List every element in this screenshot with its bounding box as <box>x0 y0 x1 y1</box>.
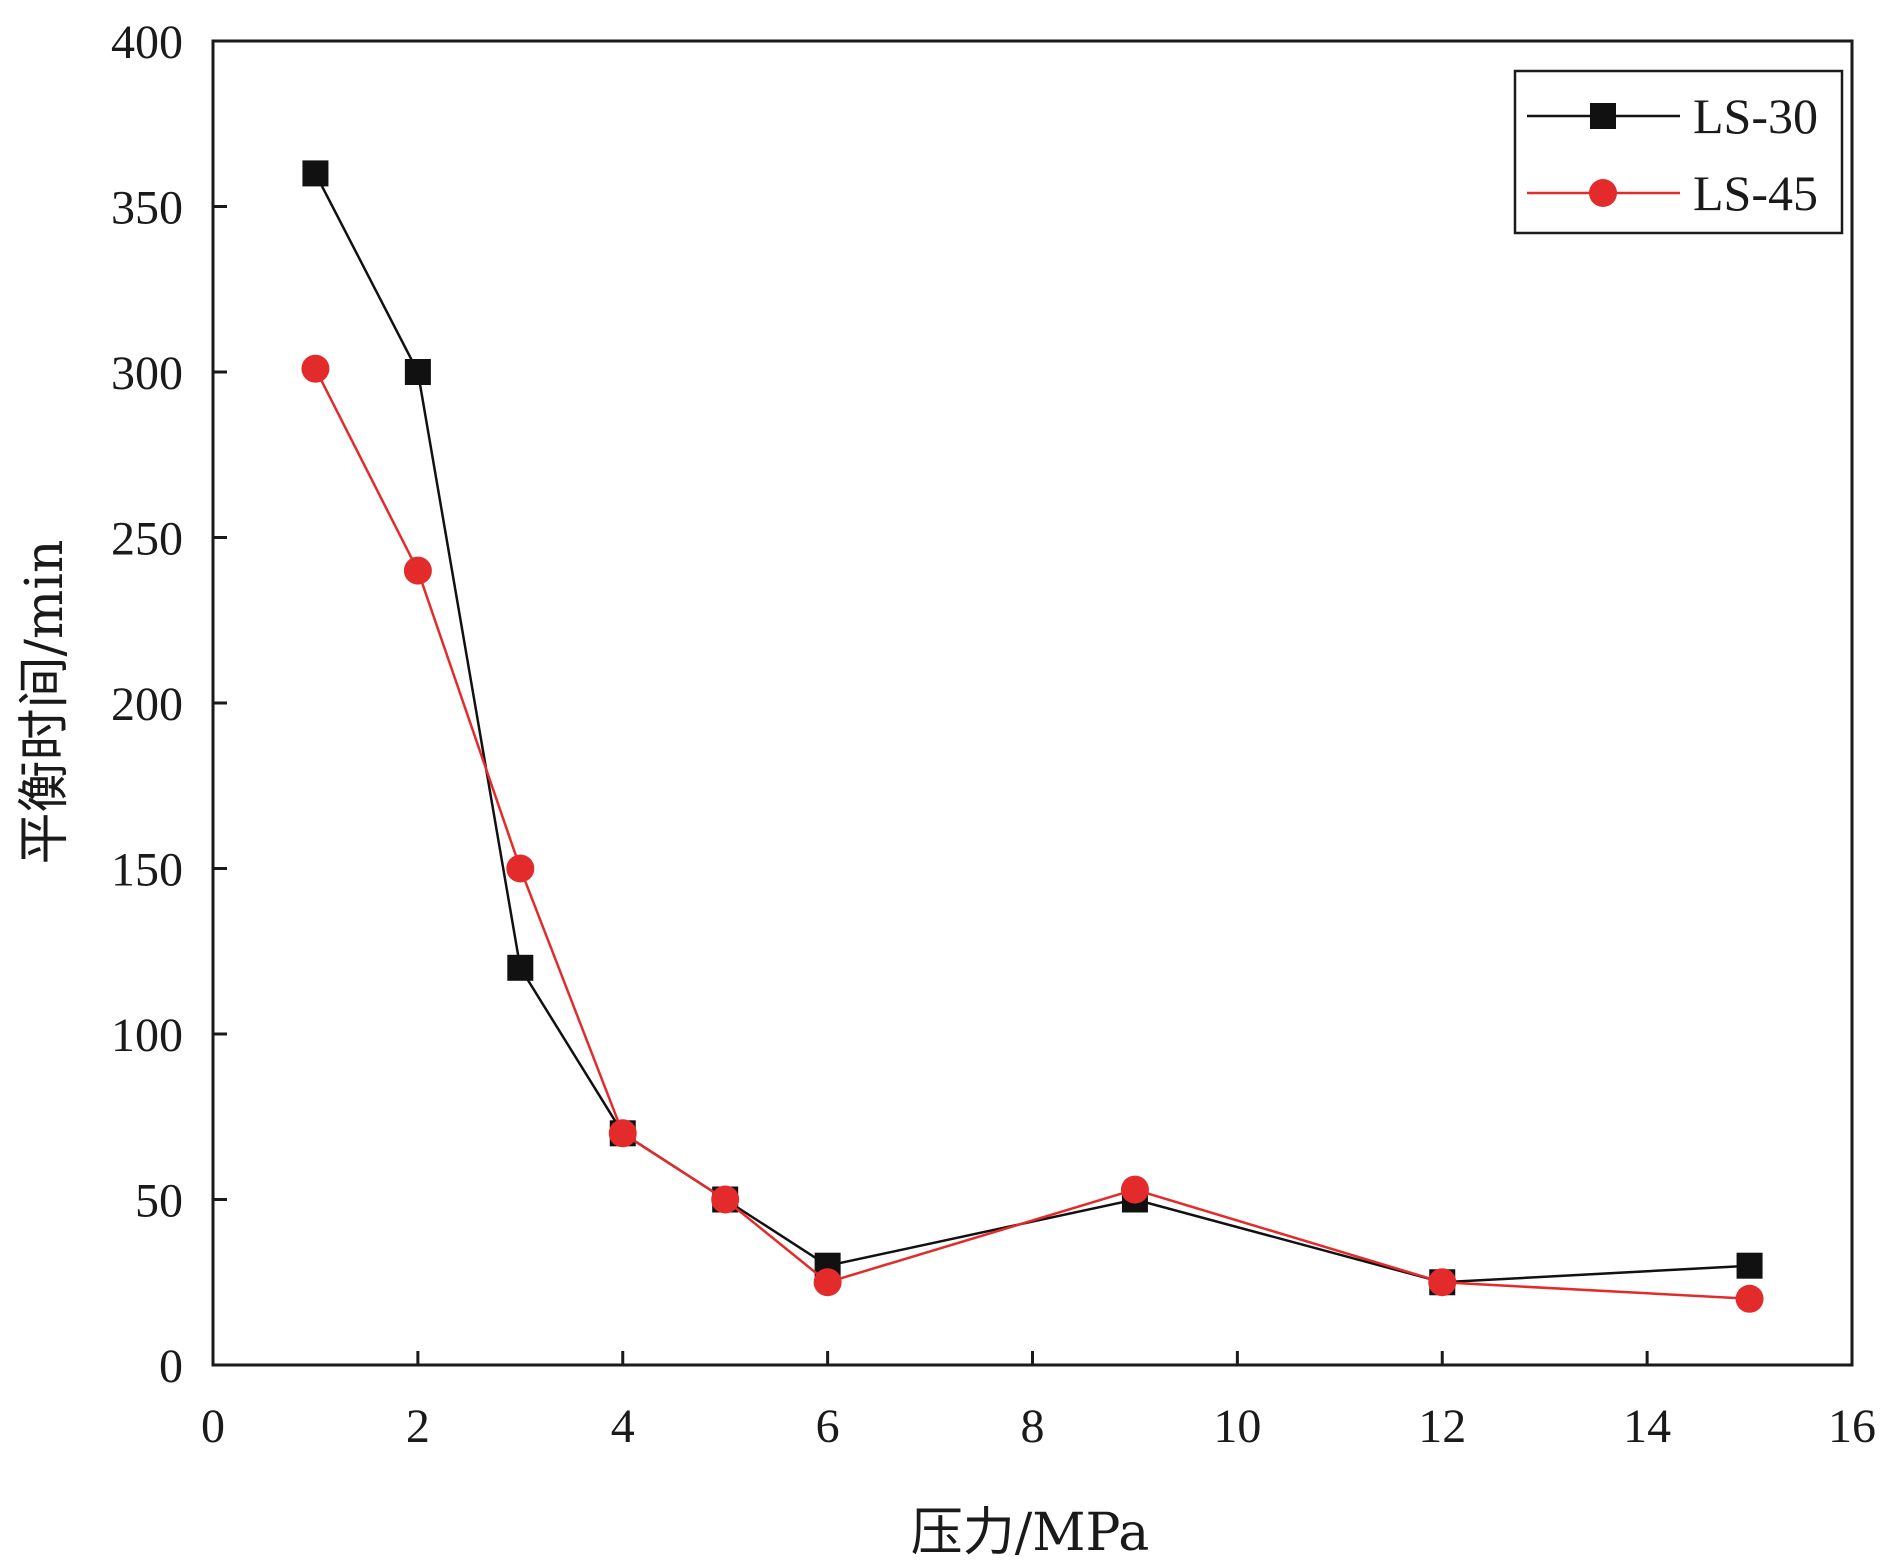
data-point-marker <box>404 359 431 385</box>
y-tick-label: 0 <box>159 1340 183 1393</box>
legend-marker <box>1590 103 1616 129</box>
y-tick-label: 250 <box>111 513 183 566</box>
x-tick-label: 6 <box>816 1400 840 1453</box>
legend-box <box>1513 69 1844 235</box>
legend-item-LS-30: LS-30 <box>1527 88 1818 144</box>
data-point-marker <box>403 556 432 585</box>
data-point-marker <box>507 954 534 981</box>
plot-area-frame <box>211 39 1854 1367</box>
series-LS-30 <box>302 160 1763 1296</box>
legend-label: LS-30 <box>1693 88 1818 144</box>
data-point-marker <box>1120 1175 1149 1204</box>
x-tick-label: 4 <box>611 1400 635 1453</box>
x-tick-label: 12 <box>1418 1400 1466 1453</box>
y-tick-label: 400 <box>111 16 183 69</box>
data-point-marker <box>301 354 330 383</box>
x-tick-label: 2 <box>406 1400 430 1453</box>
y-axis-title: 平衡时间/min <box>15 540 75 865</box>
y-tick-label: 200 <box>111 678 183 731</box>
y-tick-label: 50 <box>135 1175 183 1228</box>
legend-marker <box>1589 179 1617 207</box>
data-point-marker <box>506 854 535 883</box>
data-point-marker <box>813 1268 842 1297</box>
data-point-marker <box>1428 1268 1457 1297</box>
x-tick-label: 8 <box>1021 1400 1045 1453</box>
x-tick-label: 10 <box>1213 1400 1261 1453</box>
x-tick-label: 14 <box>1623 1400 1671 1453</box>
series-line <box>314 368 1750 1301</box>
y-tick-label: 150 <box>111 844 183 897</box>
data-point-marker <box>302 160 329 187</box>
series-line <box>314 172 1750 1284</box>
y-tick-label: 300 <box>111 347 183 400</box>
x-tick-label: 16 <box>1828 1400 1876 1453</box>
series-LS-45 <box>301 354 1764 1313</box>
y-tick-label: 350 <box>111 182 183 235</box>
data-point-marker <box>608 1119 637 1148</box>
x-axis-title: 压力/MPa <box>911 1503 1149 1563</box>
data-point-marker <box>1736 1252 1763 1279</box>
legend-item-LS-45: LS-45 <box>1527 165 1818 221</box>
legend-label: LS-45 <box>1693 165 1818 221</box>
y-tick-label: 100 <box>111 1009 183 1062</box>
data-point-marker <box>1735 1284 1764 1313</box>
x-tick-label: 0 <box>201 1400 225 1453</box>
data-point-marker <box>711 1185 740 1214</box>
